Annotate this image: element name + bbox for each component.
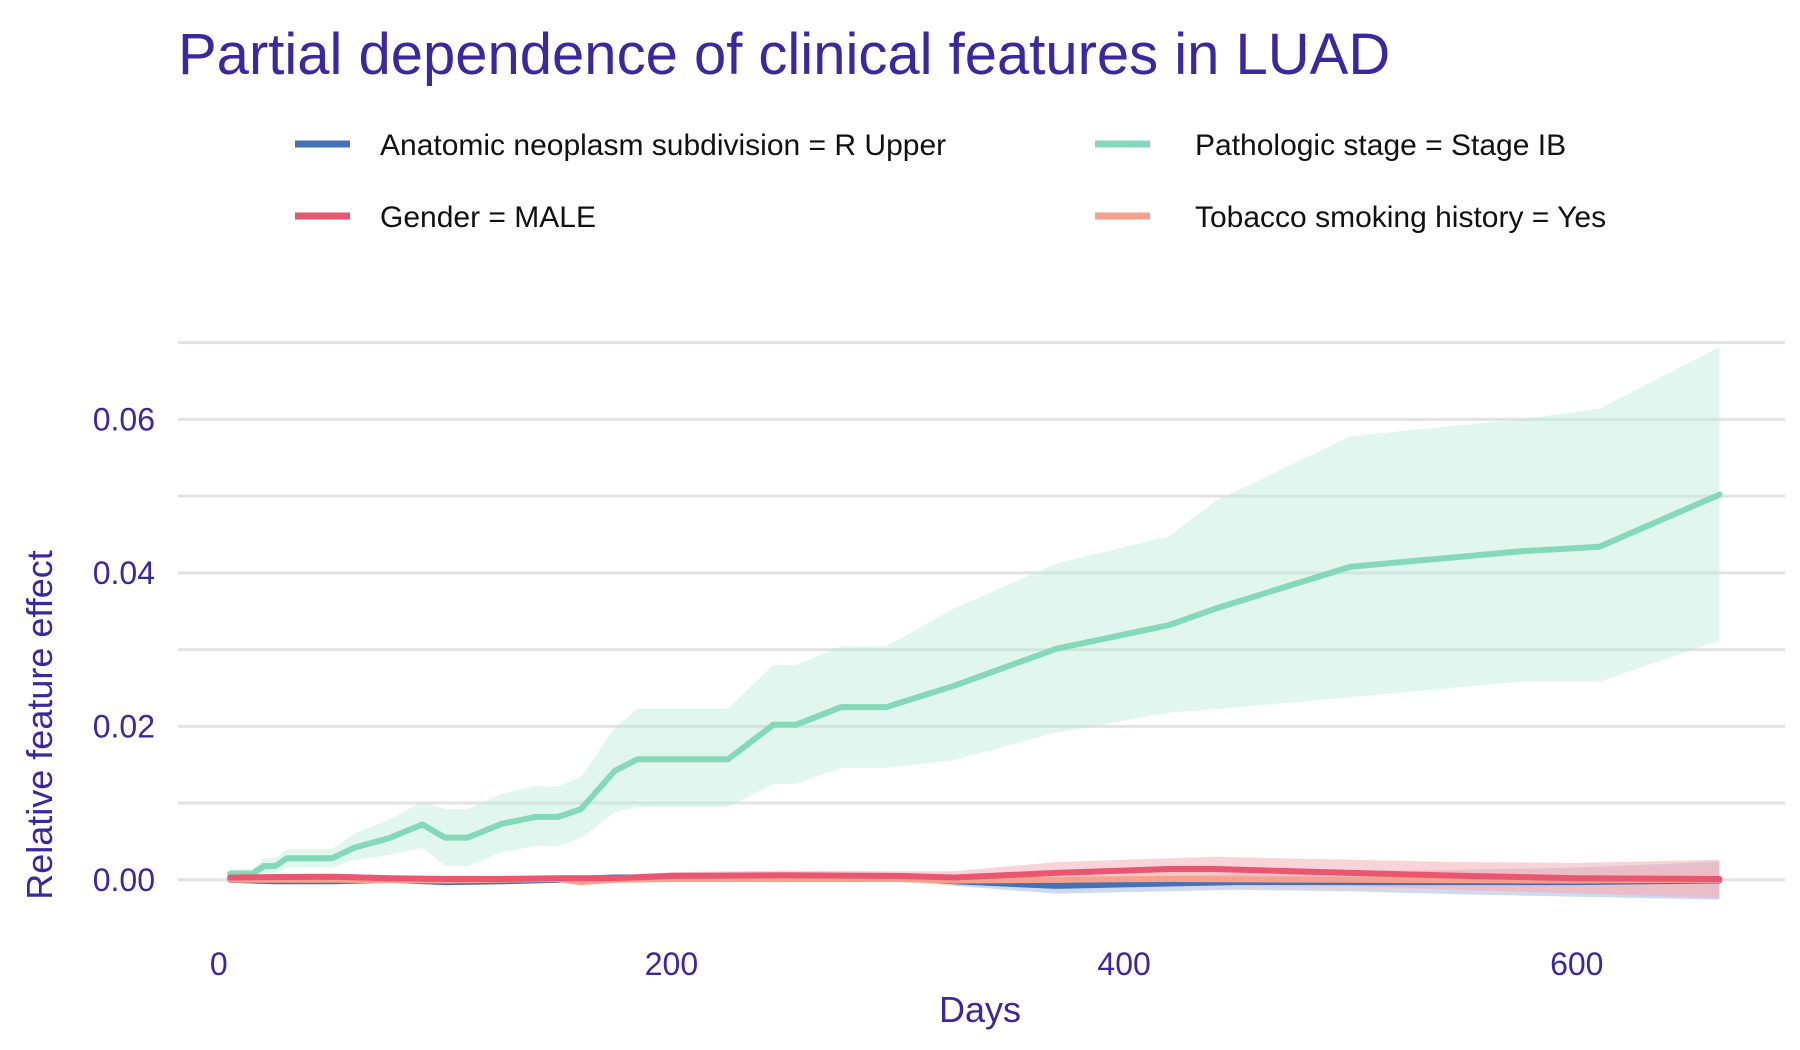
band-pathologic xyxy=(230,347,1720,879)
legend-item-anatomic[interactable]: Anatomic neoplasm subdivision = R Upper xyxy=(295,129,946,162)
line-pathologic xyxy=(227,491,1723,877)
x-axis-ticks: 0 200 400 600 xyxy=(210,946,1604,982)
y-axis-ticks: 0.00 0.02 0.04 0.06 xyxy=(93,401,155,897)
legend-item-pathologic[interactable]: Pathologic stage = Stage IB xyxy=(1095,129,1566,162)
x-tick-label: 400 xyxy=(1097,946,1150,982)
legend-label-pathologic: Pathologic stage = Stage IB xyxy=(1195,129,1566,162)
y-axis-title: Relative feature effect xyxy=(19,550,60,900)
legend-label-anatomic: Anatomic neoplasm subdivision = R Upper xyxy=(380,129,946,162)
x-axis-title: Days xyxy=(939,989,1021,1030)
chart-title: Partial dependence of clinical features … xyxy=(178,22,1390,87)
y-tick-label: 0.02 xyxy=(93,708,155,744)
x-tick-label: 0 xyxy=(210,946,228,982)
x-tick-label: 200 xyxy=(645,946,698,982)
legend: Anatomic neoplasm subdivision = R Upper … xyxy=(295,129,1606,234)
y-tick-label: 0.06 xyxy=(93,401,155,437)
legend-item-tobacco[interactable]: Tobacco smoking history = Yes xyxy=(1095,201,1606,234)
legend-label-tobacco: Tobacco smoking history = Yes xyxy=(1195,201,1606,234)
y-tick-label: 0.00 xyxy=(93,862,155,898)
x-tick-label: 600 xyxy=(1550,946,1603,982)
series-lines xyxy=(227,491,1723,889)
y-tick-label: 0.04 xyxy=(93,555,155,591)
legend-item-gender[interactable]: Gender = MALE xyxy=(295,201,596,234)
line-gender xyxy=(227,866,1723,882)
legend-label-gender: Gender = MALE xyxy=(380,201,596,234)
